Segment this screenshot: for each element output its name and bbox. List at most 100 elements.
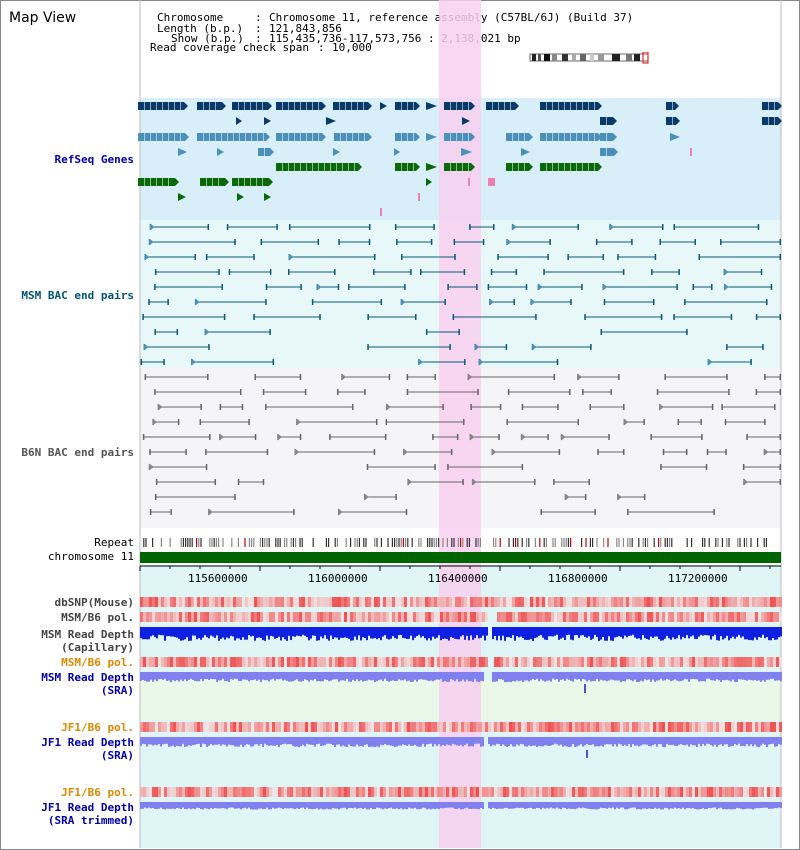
depth-bar	[316, 802, 318, 809]
depth-bar	[454, 802, 456, 809]
depth-bar	[610, 672, 612, 680]
depth-bar	[652, 802, 654, 810]
depth-bar	[346, 737, 348, 747]
depth-bar	[700, 672, 702, 682]
depth-bar	[768, 737, 770, 745]
b6n-bac-label[interactable]: B6N BAC end pairs	[21, 446, 134, 459]
depth-bar	[380, 802, 382, 809]
repeat-element	[358, 538, 360, 547]
depth-bar	[514, 737, 516, 747]
heat-cell	[746, 787, 749, 797]
chromosome-ideogram[interactable]	[528, 52, 654, 64]
jf1-b6-pol-label: JF1/B6 pol.	[61, 721, 134, 734]
heat-cell	[413, 612, 416, 622]
heat-cell	[431, 597, 434, 607]
refseq-gene	[276, 163, 362, 171]
heat-cell	[182, 612, 185, 622]
bac-end-pair	[403, 448, 453, 456]
depth-bar	[658, 627, 660, 640]
depth-bar	[530, 802, 532, 808]
repeat-element	[438, 538, 440, 547]
depth-bar	[562, 627, 564, 638]
heat-cell	[161, 612, 164, 622]
depth-bar	[640, 802, 642, 810]
depth-bar	[154, 737, 156, 745]
bac-end-pair	[418, 358, 466, 366]
depth-bar	[524, 802, 526, 809]
heat-cell	[350, 657, 353, 667]
refseq-genes-label[interactable]: RefSeq Genes	[54, 153, 134, 166]
heat-cell	[614, 612, 617, 622]
depth-bar	[344, 672, 346, 681]
repeat-element	[563, 538, 565, 547]
depth-bar	[576, 737, 578, 747]
heat-cell	[560, 787, 563, 797]
repeat-element	[262, 538, 264, 547]
heat-cell	[308, 597, 311, 607]
heat-cell	[515, 787, 518, 797]
depth-bar	[408, 672, 410, 681]
depth-bar	[404, 737, 406, 745]
refseq-gene	[217, 148, 224, 156]
heat-cell	[248, 722, 251, 732]
depth-bar	[630, 737, 632, 748]
heat-cell	[281, 597, 284, 607]
heat-cell	[503, 722, 506, 732]
heat-cell	[551, 722, 554, 732]
heat-cell	[557, 612, 560, 622]
msm-bac-label[interactable]: MSM BAC end pairs	[21, 289, 134, 302]
heat-cell	[284, 722, 287, 732]
heat-cell	[302, 722, 305, 732]
depth-bar	[296, 802, 298, 809]
depth-bar	[256, 737, 258, 745]
depth-bar	[174, 627, 176, 637]
depth-bar	[614, 737, 616, 745]
depth-bar	[202, 802, 204, 810]
bac-end-pair	[684, 299, 768, 305]
heat-cell	[527, 722, 530, 732]
depth-bar	[606, 802, 608, 809]
depth-bar	[600, 672, 602, 680]
depth-bar	[190, 802, 192, 810]
depth-bar	[386, 737, 388, 746]
depth-bar	[144, 737, 146, 745]
heat-cell	[233, 657, 236, 667]
heat-cell	[341, 612, 344, 622]
heat-cell	[386, 722, 389, 732]
repeat-element	[618, 538, 620, 547]
depth-bar	[622, 737, 624, 747]
depth-bar	[626, 802, 628, 810]
heat-cell	[440, 787, 443, 797]
depth-bar	[386, 672, 388, 681]
heat-cell	[335, 612, 338, 622]
depth-bar	[766, 672, 768, 680]
depth-bar	[374, 802, 376, 810]
depth-bar	[198, 802, 200, 808]
depth-bar	[230, 802, 232, 808]
repeat-element	[209, 538, 211, 547]
heat-cell	[395, 722, 398, 732]
heat-cell	[209, 597, 212, 607]
heat-cell	[416, 787, 419, 797]
heat-cell	[659, 787, 662, 797]
heat-cell	[767, 657, 770, 667]
depth-bar	[748, 802, 750, 809]
heat-cell	[179, 657, 182, 667]
repeat-element	[453, 538, 455, 547]
depth-bar	[372, 737, 374, 747]
axis-tick-label: 116400000	[428, 572, 488, 585]
heat-cell	[557, 597, 560, 607]
depth-bar	[332, 802, 334, 808]
depth-bar	[460, 672, 462, 682]
depth-bar	[636, 672, 638, 683]
depth-bar	[444, 627, 446, 639]
depth-bar	[744, 737, 746, 747]
depth-bar	[480, 737, 482, 747]
heat-cell	[176, 722, 179, 732]
depth-bar	[414, 672, 416, 680]
depth-bar	[570, 802, 572, 809]
bac-end-pair	[755, 389, 781, 395]
depth-bar	[172, 737, 174, 746]
repeat-element	[554, 538, 556, 547]
